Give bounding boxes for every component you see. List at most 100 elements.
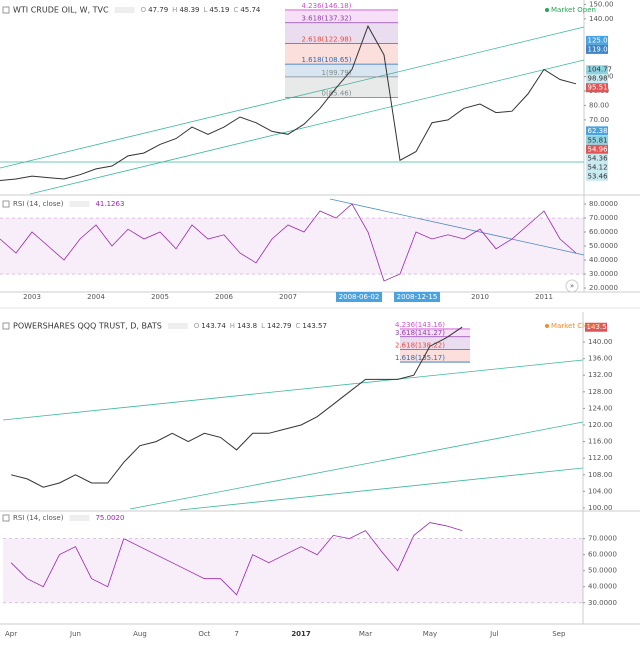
- fib-band: [285, 76, 398, 98]
- rsi-tick-label: 70.0000: [589, 214, 618, 222]
- fib-label: 0(85.46): [322, 90, 352, 98]
- y-tick-label: 132.00: [588, 371, 613, 379]
- fib-band: [285, 9, 398, 23]
- rsi-icon: [2, 200, 10, 208]
- rsi-band: [0, 218, 584, 275]
- price-label-box: [586, 83, 608, 93]
- quote-value: 48.39: [179, 6, 199, 14]
- quote-key: O: [194, 322, 200, 330]
- price-line: [0, 203, 577, 282]
- trend-line: [29, 59, 585, 195]
- y-tick-label: 112.00: [588, 454, 613, 462]
- symbol-icon: [2, 322, 10, 330]
- fib-label: 3.618(141.27): [395, 329, 445, 337]
- x-tick-label: Aug: [133, 630, 147, 638]
- y-tick-label: 140.00: [588, 338, 613, 346]
- price-label-box: [586, 171, 608, 181]
- chart-pane: 4.236(146.18) 3.618(137.32) 2.618(122.98) 1…: [0, 2, 577, 282]
- rsi-title: RSI (14, close): [13, 514, 64, 522]
- y-tick-label: 80.00: [589, 101, 609, 109]
- rsi-tick-label: 40.0000: [589, 256, 618, 264]
- rsi-tick-label: 20.0000: [589, 284, 618, 292]
- price-label: 125.09: [588, 36, 613, 44]
- price-label-box: [586, 162, 608, 172]
- quote-value: 45.19: [209, 6, 229, 14]
- rsi-tick-label: 80.0000: [589, 200, 618, 208]
- x-tick-label: 2004: [87, 293, 105, 301]
- symbol-icon: [2, 6, 10, 14]
- y-tick-label: 120.00: [588, 421, 613, 429]
- y-tick-label: 104.00: [588, 487, 613, 495]
- chart-title: POWERSHARES QQQ TRUST, D, BATS: [13, 322, 162, 331]
- price-label-box: [586, 126, 608, 136]
- fib-band: [400, 328, 470, 337]
- trend-lines: [0, 26, 585, 511]
- rsi-tick-label: 60.0000: [589, 228, 618, 236]
- quote-key: O: [141, 6, 147, 14]
- quote-value: 45.74: [240, 6, 261, 14]
- price-label: 95.51: [588, 84, 608, 92]
- chart-title: WTI CRUDE OIL, W, TVC: [13, 6, 109, 15]
- x-tick-label: Apr: [5, 630, 17, 638]
- scroll-icon[interactable]: »: [570, 282, 574, 290]
- rsi-icon: [2, 514, 10, 522]
- price-label-box: [586, 44, 608, 54]
- fib-band: [400, 349, 470, 363]
- date-badge: [336, 292, 382, 302]
- x-tick-label: May: [423, 630, 437, 638]
- price-label-box: [586, 35, 608, 45]
- fib-label: 1.618(108.65): [302, 56, 352, 64]
- date-badge-label: 2008-12-15: [397, 293, 438, 301]
- settings-icons: [69, 515, 90, 521]
- price-label: 54.36: [588, 154, 609, 162]
- rsi-tick-label: 40.0000: [588, 583, 617, 591]
- rsi-value: 41.1263: [95, 200, 124, 208]
- rsi-tick-label: 30.0000: [589, 270, 618, 278]
- quote-key: L: [203, 6, 207, 14]
- x-tick-label: Sep: [552, 630, 566, 638]
- price-line: [10, 326, 463, 488]
- fib-label: 4.236(146.18): [302, 2, 352, 10]
- price-label: 104.77: [588, 66, 613, 74]
- scroll-button[interactable]: [565, 279, 579, 293]
- market-status-dot: [545, 324, 549, 328]
- y-tick-label: 108.00: [588, 471, 613, 479]
- rsi-band: [3, 538, 583, 603]
- price-label-box: [586, 65, 608, 75]
- trend-line: [179, 467, 584, 511]
- trend-line: [329, 198, 585, 256]
- y-tick-label: 128.00: [588, 388, 613, 396]
- trend-line: [129, 421, 584, 510]
- price-label: 119.07: [588, 45, 613, 53]
- price-label: 54.12: [588, 163, 608, 171]
- quote-key: L: [261, 322, 265, 330]
- fib-band: [285, 64, 398, 77]
- date-badge-label: 2008-06-02: [339, 293, 380, 301]
- market-status: Market Closed: [551, 322, 601, 330]
- y-tick-label: 150.00: [589, 0, 614, 8]
- fib-label: 4.236(143.16): [395, 321, 445, 329]
- quote-value: 143.8: [237, 322, 257, 330]
- quote-value: 47.79: [148, 6, 168, 14]
- rsi-tick-label: 50.0000: [588, 567, 617, 575]
- rsi-tick-label: 30.0000: [588, 599, 617, 607]
- quote-key: H: [230, 322, 235, 330]
- settings-icons: [69, 201, 90, 207]
- price-label: 98.98: [588, 75, 608, 83]
- price-label: 55.81: [588, 136, 608, 144]
- x-tick-label: Jun: [69, 630, 81, 638]
- settings-icons: [167, 323, 188, 329]
- price-label: 143.57: [587, 323, 612, 331]
- settings-icons: [114, 7, 135, 13]
- quote-value: 143.57: [302, 322, 327, 330]
- x-tick-label: 2010: [471, 293, 489, 301]
- price-label-box: [586, 153, 608, 163]
- chart-pane: 4.236(143.16)3.618(141.27) 2.618(138.22) 1…: [10, 321, 470, 596]
- y-tick-label: 116.00: [588, 438, 613, 446]
- price-label: 54.96: [588, 145, 609, 153]
- price-label: 62.38: [588, 127, 608, 135]
- fib-band: [285, 22, 398, 44]
- y-tick-label: 140.00: [589, 15, 614, 23]
- quote-key: C: [296, 322, 301, 330]
